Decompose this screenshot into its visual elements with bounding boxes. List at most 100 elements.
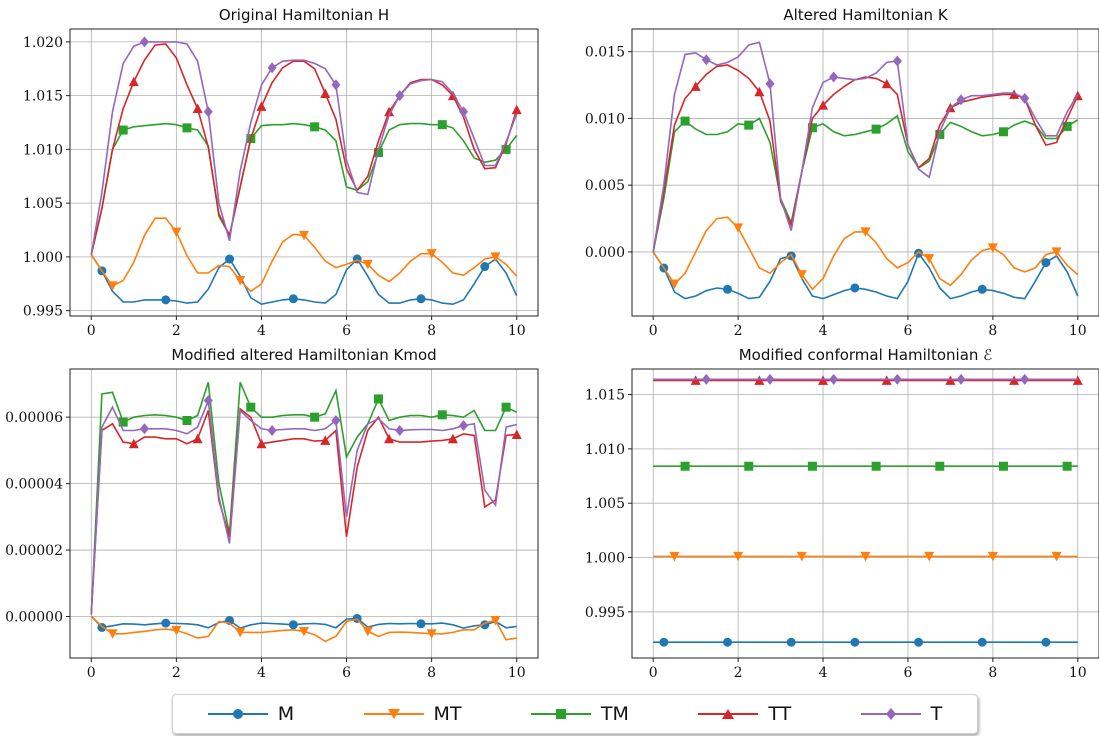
legend-label-tt: TT xyxy=(768,703,792,725)
legend-label-tm: TM xyxy=(600,703,629,725)
y-tick-label: 1.015 xyxy=(23,89,63,105)
x-tick-label: 0 xyxy=(649,323,658,339)
chart-panel-4: 0 2 4 6 8 10 0.995 1.000 1.005 1.010 1.015 Modified… xyxy=(585,346,1099,681)
series-marker-mt xyxy=(924,254,935,264)
x-tick-label: 0 xyxy=(87,323,96,339)
axes-frame xyxy=(631,368,1099,659)
series-marker-mt xyxy=(107,629,118,639)
x-tick-label: 10 xyxy=(508,323,526,339)
series-marker-tt xyxy=(690,375,701,385)
series-marker-mt xyxy=(987,551,998,562)
legend-item-tt: TT xyxy=(698,703,791,725)
series-marker-mt xyxy=(235,627,246,638)
legend: M MT TM TT T xyxy=(172,694,978,734)
series-marker-mt xyxy=(362,259,373,270)
series-marker-m xyxy=(850,637,860,647)
series-marker-tt xyxy=(447,433,458,444)
series-marker-tt xyxy=(881,78,892,89)
series-marker-tm xyxy=(680,461,690,471)
y-tick-label: 0.00004 xyxy=(5,477,63,493)
x-tick-label: 8 xyxy=(427,323,436,339)
series-marker-t xyxy=(459,419,469,431)
x-tick-label: 2 xyxy=(734,323,743,339)
legend-swatch-tm xyxy=(530,709,591,719)
series-marker-t xyxy=(956,94,966,106)
series-marker-m xyxy=(480,262,490,272)
x-tick-label: 8 xyxy=(988,665,997,681)
series-marker-tt xyxy=(690,81,701,91)
series-marker-mt xyxy=(733,223,744,233)
x-tick-label: 6 xyxy=(342,323,351,339)
legend-swatch-mt xyxy=(363,709,424,719)
series-marker-tm xyxy=(1062,121,1072,131)
series-line-t xyxy=(652,41,1079,253)
series-marker-mt xyxy=(733,551,744,562)
series-marker-mt xyxy=(107,281,118,291)
series-marker-tt xyxy=(192,103,203,114)
series-marker-tt xyxy=(384,433,395,444)
series-marker-mt xyxy=(796,551,807,562)
x-tick-label: 8 xyxy=(988,323,997,339)
series-marker-mt xyxy=(426,629,437,639)
series-marker-m xyxy=(1041,637,1051,647)
series-marker-t xyxy=(395,90,405,102)
series-marker-t xyxy=(203,106,213,118)
series-marker-tt xyxy=(511,429,522,439)
series-marker-tm xyxy=(871,461,881,471)
legend-item-t: T xyxy=(860,703,942,725)
series-marker-t xyxy=(203,395,213,407)
series-marker-tm xyxy=(310,122,320,132)
series-marker-tt xyxy=(384,106,395,117)
series-marker-tm xyxy=(935,461,945,471)
series-marker-mt xyxy=(860,551,871,562)
series-marker-m xyxy=(914,248,924,258)
x-tick-label: 10 xyxy=(1069,665,1087,681)
series-marker-mt xyxy=(987,243,998,253)
x-tick-label: 4 xyxy=(257,665,266,681)
series-marker-m xyxy=(914,637,924,647)
series-marker-tm xyxy=(182,123,192,133)
series-marker-t xyxy=(892,373,902,385)
series-marker-m xyxy=(786,637,796,647)
y-tick-label: 0.995 xyxy=(585,605,625,621)
series-marker-tt xyxy=(128,76,139,87)
series-marker-mt xyxy=(362,626,373,637)
y-tick-label: 1.010 xyxy=(585,442,625,458)
x-tick-label: 2 xyxy=(172,323,181,339)
x-tick-label: 10 xyxy=(1069,323,1087,339)
series-marker-tm xyxy=(680,116,690,126)
axes-frame xyxy=(631,28,1099,317)
series-marker-tt xyxy=(256,438,267,449)
series-marker-t xyxy=(331,79,341,91)
series-marker-tm xyxy=(998,461,1008,471)
series-marker-mt xyxy=(1051,247,1062,257)
series-marker-tm xyxy=(373,394,383,404)
series-marker-t xyxy=(267,62,277,74)
series-marker-mt xyxy=(924,551,935,562)
x-tick-label: 0 xyxy=(87,665,96,681)
series-marker-t xyxy=(765,373,775,385)
x-tick-label: 2 xyxy=(172,665,181,681)
series-marker-t xyxy=(139,36,149,48)
series-marker-tm xyxy=(807,123,817,133)
x-tick-label: 4 xyxy=(819,323,828,339)
x-tick-label: 10 xyxy=(508,665,526,681)
series-marker-mt xyxy=(235,276,246,286)
legend-label-mt: MT xyxy=(433,703,462,725)
legend-item-m: M xyxy=(207,703,294,725)
series-marker-m xyxy=(850,283,860,293)
series-marker-m xyxy=(288,620,298,630)
series-marker-tm xyxy=(437,120,447,130)
series-marker-tm xyxy=(807,461,817,471)
series-marker-tm xyxy=(118,417,128,427)
x-tick-label: 4 xyxy=(257,323,266,339)
series-marker-mt xyxy=(669,551,680,562)
legend-item-mt: MT xyxy=(363,703,462,725)
series-marker-t xyxy=(459,106,469,118)
y-tick-label: 1.000 xyxy=(23,250,63,266)
series-marker-tt xyxy=(320,435,331,445)
y-tick-label: 1.005 xyxy=(585,496,625,512)
series-marker-m xyxy=(659,637,669,647)
series-marker-tt xyxy=(881,375,892,385)
chart-title: Modified conformal Hamiltonian ℰ xyxy=(739,346,993,364)
